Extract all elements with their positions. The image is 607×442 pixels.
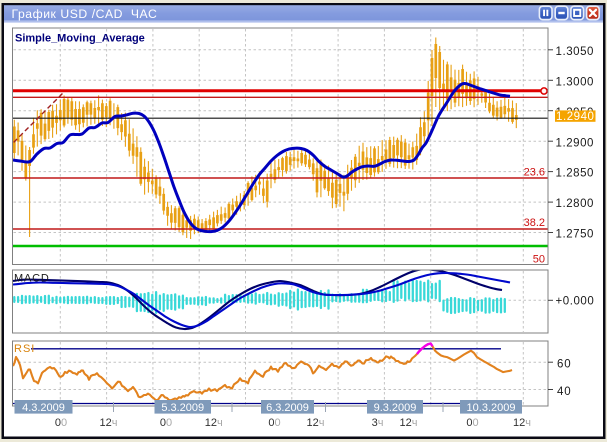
- svg-text:1.2850: 1.2850: [556, 168, 594, 180]
- svg-text:4.3.2009: 4.3.2009: [22, 402, 65, 414]
- svg-text:1.2900: 1.2900: [556, 137, 594, 149]
- svg-text:00: 00: [268, 417, 280, 429]
- svg-text:5.3.2009: 5.3.2009: [161, 402, 204, 414]
- svg-text:00: 00: [55, 417, 67, 429]
- svg-text:00: 00: [466, 417, 478, 429]
- svg-text:MACD: MACD: [14, 273, 50, 285]
- svg-text:1.2800: 1.2800: [556, 198, 594, 210]
- svg-text:+0.000: +0.000: [556, 296, 595, 308]
- svg-text:40: 40: [557, 386, 571, 398]
- svg-text:График USD /CAD ЧАС: График USD /CAD ЧАС: [12, 7, 158, 21]
- svg-text:1.3050: 1.3050: [556, 46, 594, 58]
- svg-text:12ч: 12ч: [400, 417, 418, 429]
- svg-text:50: 50: [533, 254, 545, 266]
- svg-text:00: 00: [160, 417, 172, 429]
- svg-text:12ч: 12ч: [100, 417, 118, 429]
- svg-text:1.2940: 1.2940: [556, 111, 594, 123]
- svg-text:12ч: 12ч: [513, 417, 531, 429]
- svg-text:6.3.2009: 6.3.2009: [266, 402, 309, 414]
- svg-text:12ч: 12ч: [205, 417, 223, 429]
- svg-text:9.3.2009: 9.3.2009: [374, 402, 417, 414]
- svg-text:3ч: 3ч: [372, 417, 384, 429]
- svg-text:1.2750: 1.2750: [556, 229, 594, 241]
- svg-text:23.6: 23.6: [524, 167, 545, 179]
- svg-text:Simple_Moving_Average: Simple_Moving_Average: [15, 33, 145, 45]
- svg-text:60: 60: [557, 359, 571, 371]
- svg-text:38.2: 38.2: [524, 217, 545, 229]
- svg-text:10.3.2009: 10.3.2009: [467, 402, 516, 414]
- svg-text:RSI: RSI: [14, 343, 35, 355]
- svg-text:12ч: 12ч: [307, 417, 325, 429]
- svg-text:1.3000: 1.3000: [556, 76, 594, 88]
